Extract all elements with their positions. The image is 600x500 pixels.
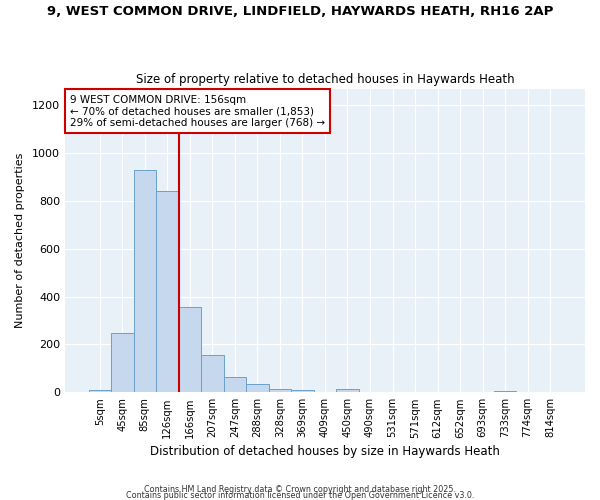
Title: Size of property relative to detached houses in Haywards Heath: Size of property relative to detached ho… (136, 73, 514, 86)
Bar (336, 390, 359, 392)
Text: Contains HM Land Registry data © Crown copyright and database right 2025.: Contains HM Land Registry data © Crown c… (144, 485, 456, 494)
Bar (111, 333, 134, 392)
Bar (179, 306, 201, 392)
Text: 9 WEST COMMON DRIVE: 156sqm
← 70% of detached houses are smaller (1,853)
29% of : 9 WEST COMMON DRIVE: 156sqm ← 70% of det… (70, 94, 325, 128)
Bar (156, 190, 179, 392)
Bar (201, 355, 224, 393)
Bar (246, 384, 269, 392)
Bar (269, 390, 291, 392)
Bar (494, 391, 517, 392)
Bar (89, 390, 111, 392)
X-axis label: Distribution of detached houses by size in Haywards Heath: Distribution of detached houses by size … (150, 444, 500, 458)
Bar (224, 378, 246, 392)
Bar (134, 170, 156, 392)
Text: 9, WEST COMMON DRIVE, LINDFIELD, HAYWARDS HEATH, RH16 2AP: 9, WEST COMMON DRIVE, LINDFIELD, HAYWARD… (47, 5, 553, 18)
Text: Contains public sector information licensed under the Open Government Licence v3: Contains public sector information licen… (126, 491, 474, 500)
Y-axis label: Number of detached properties: Number of detached properties (15, 153, 25, 328)
Bar (291, 390, 314, 392)
